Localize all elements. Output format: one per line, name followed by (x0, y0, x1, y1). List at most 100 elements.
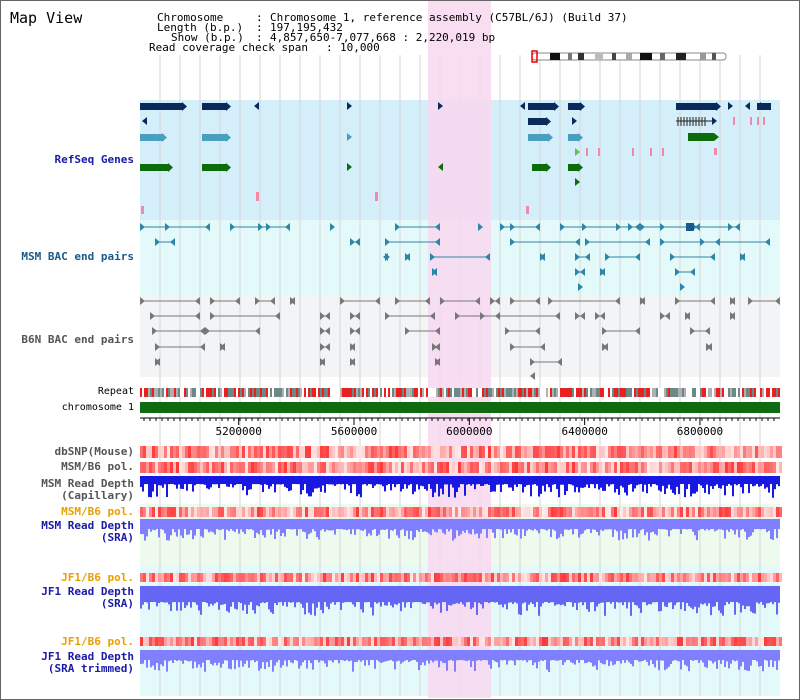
dbsnp-density-cell (665, 446, 668, 458)
jf1-trimmed-depth-bar (448, 650, 450, 661)
repeat-segment (596, 388, 598, 397)
dbsnp-density-cell (167, 446, 170, 458)
jf1-sra-depth-bar (190, 586, 192, 608)
jf1-b6-pol-cell (653, 573, 656, 582)
jf1-sra-depth-bar (212, 586, 214, 606)
jf1-b6-pol-cell (371, 573, 374, 582)
msm-sra-depth-bar (534, 519, 536, 530)
jf1-b6-pol-cell (506, 573, 509, 582)
msm-b6-pol-cell (383, 462, 386, 473)
msm-capillary-depth-bar (624, 476, 626, 493)
repeat-segment (722, 388, 724, 397)
msm-sra-depth-bar (702, 519, 704, 530)
msm-b6-pol2-cell (314, 507, 317, 517)
jf1-b6-pol-cell (509, 573, 512, 582)
msm-sra-depth-bar (480, 519, 482, 534)
b6n-bac-pair-end (635, 327, 640, 335)
jf1-trimmed-depth-bar (236, 650, 238, 661)
jf1-sra-depth-bar (238, 586, 240, 603)
msm-b6-pol2-cell (662, 507, 665, 517)
dbsnp-density-cell (731, 446, 734, 458)
track-label-jf1-depth-sra[interactable]: JF1 Read Depth (41, 585, 134, 598)
msm-b6-pol2-cell (716, 507, 719, 517)
jf1-b6-pol2-cell (701, 637, 704, 646)
dbsnp-density-cell (500, 446, 503, 458)
jf1-sra-depth-bar (732, 586, 734, 603)
dbsnp-density-cell (380, 446, 383, 458)
track-label-dbsnp[interactable]: dbSNP(Mouse) (54, 445, 134, 458)
jf1-b6-pol2-cell (437, 637, 440, 646)
dbsnp-density-cell (242, 446, 245, 458)
jf1-b6-pol-cell (680, 573, 683, 582)
jf1-sra-depth-bar (264, 586, 266, 604)
jf1-sra-depth-bar (166, 586, 168, 603)
track-label-msm-depth-sra[interactable]: MSM Read Depth (41, 519, 134, 532)
jf1-b6-pol-cell (602, 573, 605, 582)
repeat-segment (546, 388, 548, 397)
repeat-segment (548, 388, 550, 397)
track-label-msm-bac[interactable]: MSM BAC end pairs (21, 250, 134, 263)
msm-capillary-depth-bar (618, 476, 620, 495)
msm-b6-pol-cell (608, 462, 611, 473)
jf1-sra-depth-bar (722, 586, 724, 616)
jf1-trimmed-depth-bar (592, 650, 594, 667)
jf1-sra-depth-bar (450, 586, 452, 606)
msm-sra-depth-bar (312, 519, 314, 530)
track-label-jf1-depth-trimmed[interactable]: JF1 Read Depth (41, 650, 134, 663)
jf1-trimmed-depth-bar (474, 650, 476, 672)
track-label-msm-b6-pol-2[interactable]: MSM/B6 pol. (61, 505, 134, 518)
jf1-sra-depth-bar (620, 586, 622, 603)
repeat-segment (684, 388, 686, 397)
jf1-b6-pol-cell (503, 573, 506, 582)
msm-sra-depth-bar (514, 519, 516, 535)
msm-capillary-depth-bar (388, 476, 390, 485)
msm-capillary-depth-bar (306, 476, 308, 494)
msm-sra-depth-bar (676, 519, 678, 530)
jf1-sra-depth-bar (232, 586, 234, 603)
msm-sra-depth-bar (724, 519, 726, 539)
msm-b6-pol2-cell (188, 507, 191, 517)
jf1-sra-depth-bar (612, 586, 614, 602)
b6n-bac-pair-end (350, 312, 355, 320)
msm-b6-pol2-cell (212, 507, 215, 517)
dbsnp-density-cell (671, 446, 674, 458)
msm-sra-depth-bar (206, 519, 208, 530)
repeat-segment (608, 388, 610, 397)
track-label-msm-depth-capillary[interactable]: MSM Read Depth (41, 477, 134, 490)
repeat-segment (724, 388, 726, 397)
jf1-sra-depth-bar (592, 586, 594, 603)
msm-b6-pol2-cell (521, 507, 524, 517)
track-label-jf1-b6-pol-2[interactable]: JF1/B6 pol. (61, 635, 134, 648)
track-label-refseq[interactable]: RefSeq Genes (54, 153, 134, 166)
jf1-b6-pol2-cell (542, 637, 545, 646)
dbsnp-density-cell (587, 446, 590, 458)
b6n-bac-pair-end (440, 297, 445, 305)
jf1-trimmed-depth-bar (778, 650, 780, 661)
jf1-sra-depth-bar (482, 586, 484, 609)
msm-b6-pol-cell (140, 462, 143, 473)
track-label-b6n-bac[interactable]: B6N BAC end pairs (21, 333, 134, 346)
msm-capillary-depth-bar (350, 476, 352, 494)
repeat-segment (210, 388, 212, 397)
jf1-b6-pol2-cell (641, 637, 644, 646)
msm-sra-depth-bar (196, 519, 198, 530)
jf1-trimmed-depth-bar (486, 650, 488, 661)
jf1-b6-pol2-cell (518, 637, 521, 646)
msm-capillary-depth-bar (672, 476, 674, 493)
jf1-sra-depth-bar (302, 586, 304, 608)
jf1-trimmed-depth-bar (308, 650, 310, 661)
msm-sra-depth-bar (374, 519, 376, 530)
refseq-gene (140, 103, 182, 110)
jf1-sra-depth-bar (288, 586, 290, 603)
jf1-sra-depth-bar (408, 586, 410, 603)
track-label-msm-b6-pol[interactable]: MSM/B6 pol. (61, 460, 134, 473)
b6n-bac-pair-end (730, 312, 735, 320)
jf1-sra-depth-bar (306, 586, 308, 603)
jf1-trimmed-depth-bar (394, 650, 396, 670)
b6n-bac-pair-end (615, 297, 620, 305)
msm-capillary-depth-bar (270, 476, 272, 487)
jf1-sra-depth-bar (532, 586, 534, 605)
track-label-jf1-b6-pol[interactable]: JF1/B6 pol. (61, 571, 134, 584)
msm-capillary-depth-bar (722, 476, 724, 486)
dbsnp-density-cell (527, 446, 530, 458)
